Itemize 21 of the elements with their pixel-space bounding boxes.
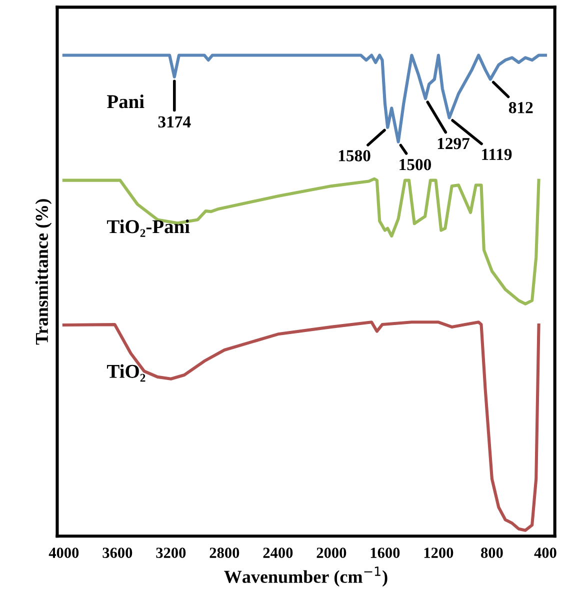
x-tick-label: 1600: [370, 548, 400, 558]
y-axis-title: Transmittance (%): [35, 199, 52, 345]
x-tick-label: 3200: [156, 548, 186, 558]
series-label: TiO₂: [107, 364, 146, 382]
x-tick-label: 4000: [48, 548, 79, 558]
x-tick-label: 2800: [210, 548, 240, 558]
x-tick-label: 3600: [102, 548, 132, 558]
series-label: Pani: [107, 94, 144, 108]
x-axis-title: Wavenumber (cm$^{−1}$): [224, 566, 388, 587]
x-tick-label: 2400: [263, 548, 293, 558]
annotation: 812: [508, 102, 533, 114]
annotation: 3174: [158, 116, 191, 128]
annotation: 1580: [338, 150, 370, 162]
x-tick-label: 400: [534, 548, 556, 558]
series-label: TiO₂-Pani: [107, 220, 190, 237]
x-tick-label: 2000: [316, 548, 346, 558]
x-tick-label: 800: [481, 548, 503, 558]
annotation: 1500: [400, 158, 432, 170]
x-tick-label: 1200: [424, 548, 454, 558]
annotation: 1297: [438, 138, 470, 150]
annotation: 1119: [482, 148, 512, 160]
